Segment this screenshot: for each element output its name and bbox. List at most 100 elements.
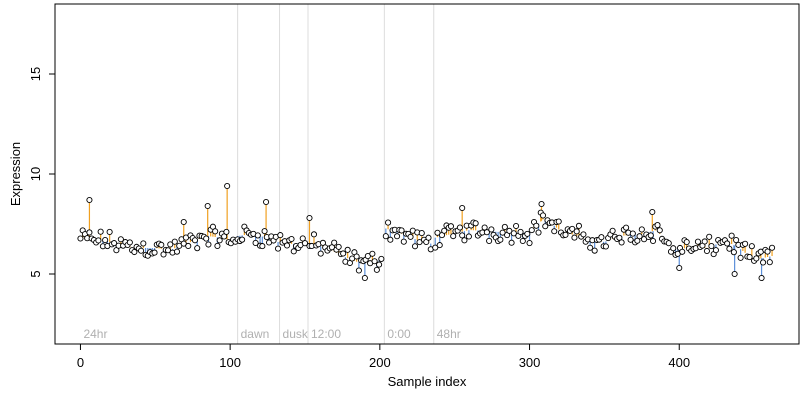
data-point bbox=[513, 222, 520, 230]
data-point bbox=[355, 267, 362, 274]
data-point-group bbox=[77, 182, 776, 282]
data-point bbox=[432, 244, 439, 251]
data-point bbox=[730, 249, 737, 256]
time-marker-label: 48hr bbox=[437, 327, 461, 341]
data-point bbox=[501, 223, 508, 231]
data-point bbox=[277, 232, 284, 239]
data-point bbox=[214, 242, 221, 250]
data-point bbox=[497, 236, 504, 243]
data-point bbox=[382, 233, 389, 240]
data-point bbox=[573, 228, 580, 235]
data-point bbox=[591, 247, 598, 254]
data-point bbox=[180, 218, 187, 226]
data-point bbox=[378, 255, 385, 262]
y-axis-title: Expression bbox=[8, 142, 23, 206]
data-point bbox=[665, 240, 672, 247]
time-marker-label: dawn bbox=[241, 327, 270, 341]
data-point bbox=[111, 240, 118, 247]
data-point bbox=[551, 228, 558, 235]
data-point bbox=[676, 264, 683, 272]
data-point bbox=[394, 233, 401, 240]
data-point bbox=[459, 232, 466, 239]
data-point bbox=[465, 233, 472, 240]
data-point bbox=[656, 227, 663, 234]
data-point bbox=[499, 229, 506, 236]
y-tick-label: 15 bbox=[28, 67, 43, 81]
data-point bbox=[361, 274, 368, 282]
x-tick-label: 400 bbox=[668, 355, 690, 370]
data-point bbox=[609, 227, 616, 234]
data-point bbox=[204, 202, 211, 210]
data-point bbox=[461, 237, 468, 244]
data-point bbox=[140, 240, 147, 247]
data-point bbox=[712, 247, 719, 254]
y-axis: 5 10 15 bbox=[28, 67, 55, 278]
data-point bbox=[400, 238, 407, 245]
deviation-stem-group bbox=[79, 186, 773, 278]
data-point bbox=[724, 240, 731, 247]
data-point bbox=[459, 204, 466, 212]
data-point bbox=[488, 226, 495, 233]
data-point bbox=[86, 196, 93, 204]
time-marker-label: 24hr bbox=[83, 327, 107, 341]
data-point bbox=[216, 237, 223, 244]
data-point bbox=[335, 243, 342, 250]
data-point bbox=[528, 227, 535, 234]
data-point bbox=[526, 240, 533, 247]
data-point bbox=[185, 242, 192, 250]
data-point bbox=[126, 239, 133, 246]
x-tick-label: 0 bbox=[77, 355, 84, 370]
data-point bbox=[407, 233, 414, 240]
x-axis-title: Sample index bbox=[388, 374, 467, 389]
data-point bbox=[580, 231, 587, 238]
data-point bbox=[450, 233, 457, 240]
data-point bbox=[456, 224, 463, 231]
data-point bbox=[623, 224, 630, 231]
data-point bbox=[726, 245, 733, 252]
data-point bbox=[252, 239, 259, 247]
data-point bbox=[371, 258, 378, 265]
data-point bbox=[283, 242, 291, 249]
time-marker-group: 24hr dawn dusk 12:00 0:00 48hr bbox=[83, 4, 461, 344]
data-point bbox=[369, 250, 376, 257]
data-point bbox=[694, 238, 702, 245]
data-point bbox=[418, 230, 425, 237]
data-point bbox=[138, 247, 145, 254]
data-point bbox=[571, 234, 578, 241]
data-point bbox=[376, 261, 383, 268]
data-point bbox=[766, 259, 773, 266]
data-point bbox=[306, 214, 313, 222]
data-point bbox=[535, 229, 542, 236]
data-point bbox=[627, 236, 634, 243]
data-point bbox=[670, 245, 677, 252]
data-point bbox=[261, 228, 268, 235]
x-tick-label: 100 bbox=[219, 355, 241, 370]
data-point bbox=[385, 219, 392, 226]
data-point bbox=[239, 236, 246, 243]
data-point bbox=[746, 254, 753, 261]
data-point bbox=[158, 241, 165, 248]
data-point bbox=[562, 231, 569, 238]
data-point bbox=[299, 235, 306, 242]
data-point bbox=[441, 227, 448, 234]
data-point bbox=[569, 225, 576, 232]
data-point bbox=[539, 212, 547, 219]
data-point bbox=[483, 229, 490, 236]
data-point bbox=[102, 237, 109, 244]
time-marker-label: 12:00 bbox=[311, 327, 341, 341]
data-point bbox=[602, 243, 609, 250]
data-point bbox=[86, 229, 93, 236]
data-point bbox=[387, 236, 394, 243]
data-point bbox=[638, 226, 645, 233]
data-point bbox=[117, 236, 124, 243]
data-point bbox=[290, 248, 297, 255]
data-point bbox=[317, 250, 324, 257]
data-point bbox=[398, 227, 405, 234]
data-point bbox=[760, 259, 767, 266]
data-point bbox=[733, 236, 740, 244]
data-point bbox=[301, 240, 309, 247]
data-point bbox=[97, 228, 104, 235]
data-point bbox=[636, 233, 643, 240]
data-point bbox=[224, 182, 231, 190]
data-point bbox=[679, 248, 686, 255]
